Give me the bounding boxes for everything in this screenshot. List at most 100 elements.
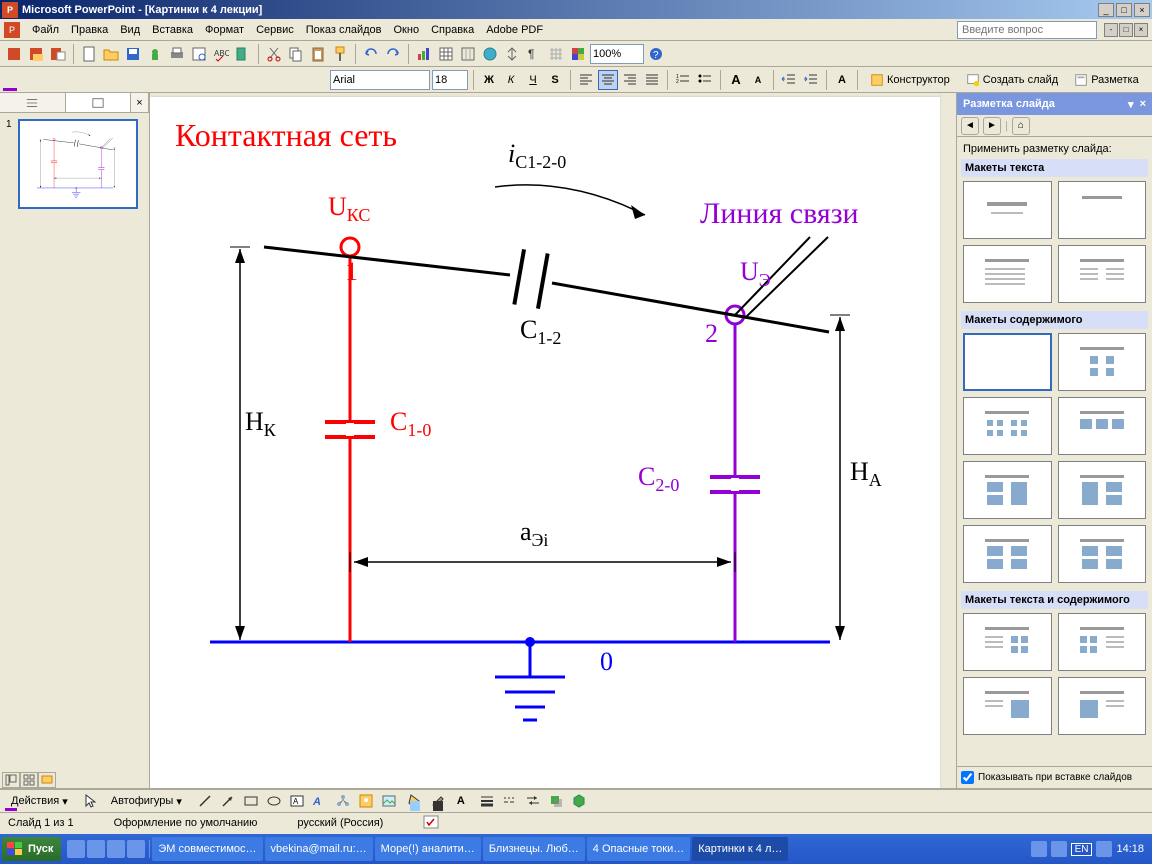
fill-color-icon[interactable] (405, 791, 425, 811)
slide-thumbnail-1[interactable] (18, 119, 138, 209)
3d-style-icon[interactable] (569, 791, 589, 811)
layout-content[interactable] (1058, 333, 1147, 391)
arrow-icon[interactable] (218, 791, 238, 811)
slideshow-view-button[interactable] (38, 772, 56, 788)
slides-tab[interactable] (66, 93, 132, 112)
ql-desktop-icon[interactable] (87, 840, 105, 858)
pdf-mail-icon[interactable] (26, 44, 46, 64)
font-size-select[interactable] (432, 70, 468, 90)
layout-two-text[interactable] (1058, 245, 1147, 303)
taskbar-item-2[interactable]: vbekina@mail.ru:… (265, 837, 373, 861)
ql-mail-icon[interactable] (107, 840, 125, 858)
layout-text-content-c[interactable] (963, 677, 1052, 735)
layout-button[interactable]: Разметка (1067, 70, 1146, 90)
wordart-icon[interactable]: A (310, 791, 330, 811)
taskbar-item-3[interactable]: Море(!) аналити… (375, 837, 481, 861)
taskbar-item-4[interactable]: Близнецы. Люб… (483, 837, 585, 861)
copy-icon[interactable] (286, 44, 306, 64)
dash-style-icon[interactable] (500, 791, 520, 811)
align-right-icon[interactable] (620, 70, 640, 90)
menu-slideshow[interactable]: Показ слайдов (300, 22, 388, 38)
tray-icon-1[interactable] (1031, 841, 1047, 857)
layout-4content-a[interactable] (963, 461, 1052, 519)
minimize-button[interactable]: _ (1098, 3, 1114, 17)
menu-format[interactable]: Формат (199, 22, 250, 38)
redo-icon[interactable] (383, 44, 403, 64)
mdi-close-button[interactable]: × (1134, 23, 1148, 37)
nav-home-icon[interactable]: ⌂ (1012, 117, 1030, 135)
font-name-select[interactable] (330, 70, 430, 90)
paste-icon[interactable] (308, 44, 328, 64)
normal-view-button[interactable] (2, 772, 20, 788)
layout-3content[interactable] (1058, 397, 1147, 455)
color-icon[interactable] (568, 44, 588, 64)
autoshapes-menu[interactable]: Автофигуры ▾ (104, 791, 189, 811)
select-icon[interactable] (81, 791, 101, 811)
help-icon[interactable]: ? (646, 44, 666, 64)
expand-icon[interactable] (502, 44, 522, 64)
decrease-font-icon[interactable]: A (748, 70, 768, 90)
menu-view[interactable]: Вид (114, 22, 146, 38)
underline-button[interactable]: Ч (523, 70, 543, 90)
show-on-insert-checkbox[interactable] (961, 771, 974, 784)
new-slide-button[interactable]: Создать слайд (959, 70, 1065, 90)
spellcheck-status-icon[interactable] (423, 815, 439, 832)
numbering-icon[interactable]: 12 (673, 70, 693, 90)
research-icon[interactable] (233, 44, 253, 64)
layout-title[interactable] (963, 181, 1052, 239)
open-icon[interactable] (101, 44, 121, 64)
menu-file[interactable]: Файл (26, 22, 65, 38)
taskbar-item-5[interactable]: 4 Опасные токи… (587, 837, 690, 861)
task-pane-menu-icon[interactable]: ▾ (1128, 98, 1134, 111)
preview-icon[interactable] (189, 44, 209, 64)
shadow-style-icon[interactable] (546, 791, 566, 811)
spellcheck-icon[interactable]: ABC (211, 44, 231, 64)
language-indicator[interactable]: EN (1071, 843, 1093, 856)
layout-2content[interactable] (963, 397, 1052, 455)
oval-icon[interactable] (264, 791, 284, 811)
mdi-minimize-button[interactable]: - (1104, 23, 1118, 37)
nav-back-icon[interactable]: ◄ (961, 117, 979, 135)
maximize-button[interactable]: □ (1116, 3, 1132, 17)
layout-blank[interactable] (963, 333, 1052, 391)
format-painter-icon[interactable] (330, 44, 350, 64)
nav-forward-icon[interactable]: ► (983, 117, 1001, 135)
menu-adobepdf[interactable]: Adobe PDF (480, 22, 549, 38)
layout-title-only[interactable] (1058, 181, 1147, 239)
zoom-select[interactable] (590, 44, 644, 64)
layout-title-text[interactable] (963, 245, 1052, 303)
increase-font-icon[interactable]: A (726, 70, 746, 90)
tray-icon-3[interactable] (1096, 841, 1112, 857)
shadow-button[interactable]: S (545, 70, 565, 90)
save-icon[interactable] (123, 44, 143, 64)
arrow-style-icon[interactable] (523, 791, 543, 811)
print-icon[interactable] (167, 44, 187, 64)
ql-app-icon[interactable] (127, 840, 145, 858)
line-style-icon[interactable] (477, 791, 497, 811)
picture-icon[interactable] (379, 791, 399, 811)
menu-edit[interactable]: Правка (65, 22, 114, 38)
line-color-icon[interactable] (428, 791, 448, 811)
font-color-icon[interactable]: A (832, 70, 852, 90)
textbox-icon[interactable]: A (287, 791, 307, 811)
tables-borders-icon[interactable] (458, 44, 478, 64)
align-center-icon[interactable] (598, 70, 618, 90)
diagram-icon[interactable] (333, 791, 353, 811)
distributed-icon[interactable] (642, 70, 662, 90)
table-icon[interactable] (436, 44, 456, 64)
layout-4content-d[interactable] (1058, 525, 1147, 583)
start-button[interactable]: Пуск (2, 837, 61, 861)
layout-text-content-d[interactable] (1058, 677, 1147, 735)
bold-button[interactable]: Ж (479, 70, 499, 90)
new-icon[interactable] (79, 44, 99, 64)
italic-button[interactable]: К (501, 70, 521, 90)
line-icon[interactable] (195, 791, 215, 811)
task-pane-close-icon[interactable]: × (1140, 98, 1146, 110)
taskbar-item-1[interactable]: ЭМ совместимос… (152, 837, 262, 861)
vertical-scrollbar[interactable] (940, 93, 956, 797)
design-button[interactable]: Конструктор (863, 70, 957, 90)
layout-text-content-a[interactable] (963, 613, 1052, 671)
menu-window[interactable]: Окно (388, 22, 426, 38)
clipart-icon[interactable] (356, 791, 376, 811)
pdf-icon[interactable] (4, 44, 24, 64)
